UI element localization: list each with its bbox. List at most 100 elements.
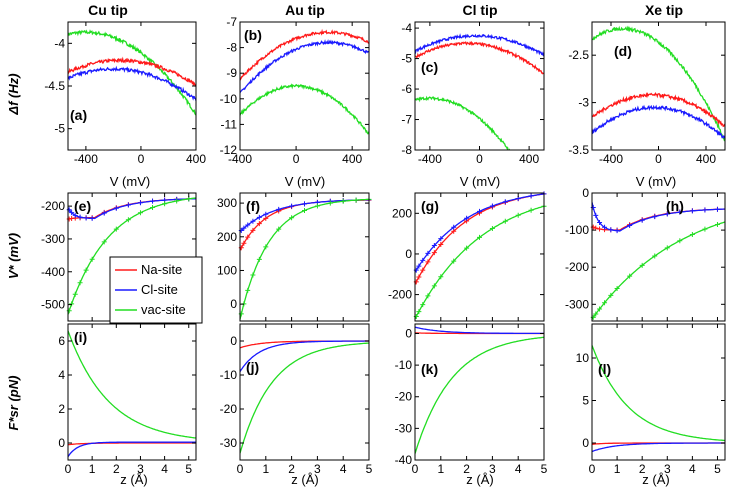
xlabel-d: V (mV)	[636, 174, 676, 189]
marker-g-Cl-site-2	[420, 257, 426, 263]
marker-f-Cl-site-1	[241, 225, 247, 231]
marker-g-Na-site-4	[431, 250, 437, 256]
marker-g-Na-site-3	[425, 259, 431, 265]
marker-e-vac-site-7	[113, 226, 119, 232]
xticklabel-j-0: 0	[237, 462, 244, 476]
marker-h-Cl-site-1	[593, 212, 599, 218]
legend-label-na: Na-site	[141, 262, 182, 277]
panel-j: 0 1 2 3 4 5 0 -10 -20 -30 (j)	[220, 323, 373, 476]
series-k-Cl-site	[415, 326, 544, 335]
panel-l: 0 1 2 3 4 5 10 5 0 (l)	[576, 323, 726, 476]
yticklabel-d-2: -3.5	[568, 143, 589, 157]
yticklabel-d-1: -3	[578, 96, 589, 110]
marker-h-vac-site-6	[627, 273, 633, 279]
marker-g-Na-site-2	[420, 267, 426, 273]
series-b-Na-site	[240, 28, 369, 81]
series-j-Cl-site	[240, 340, 369, 372]
yticklabel-e-0: -200	[41, 199, 65, 213]
marker-h-vac-site-2	[597, 306, 603, 312]
yticklabel-h-3: -300	[565, 297, 589, 311]
yticklabel-j-2: -20	[220, 402, 238, 416]
xticklabel-l-3: 3	[664, 462, 671, 476]
ylabel-v-star: V* (mV)	[6, 233, 21, 279]
yticklabel-h-2: -200	[565, 260, 589, 274]
marker-h-Cl-site-7	[639, 217, 645, 223]
marker-g-vac-site-5	[438, 274, 444, 280]
marker-h-Cl-site-4	[608, 227, 614, 233]
frame-d	[591, 21, 726, 151]
col-title-cl: Cl tip	[463, 2, 498, 18]
marker-g-Cl-site-3	[425, 250, 431, 256]
yticklabel-c-0: -4	[401, 21, 412, 35]
marker-h-vac-site-13	[714, 221, 720, 227]
marker-h-vac-site-12	[702, 226, 708, 232]
marker-e-vac-site-13	[186, 196, 192, 202]
marker-f-vac-site-12	[353, 197, 359, 203]
xticklabel-l-0: 0	[589, 462, 596, 476]
marker-g-Cl-site-8	[477, 208, 482, 214]
panel-d: -400 0 400 -2.5 -3 -3.5 (d)	[568, 21, 726, 166]
marker-h-vac-site-9	[664, 245, 670, 251]
yticklabel-l-2: 0	[582, 436, 589, 450]
yticklabel-f-2: 100	[217, 263, 237, 277]
xticklabel-b-2: 400	[342, 152, 362, 166]
marker-g-Na-site-5	[438, 242, 444, 248]
xticklabel-l-1: 1	[614, 462, 621, 476]
marker-f-vac-site-2	[245, 287, 251, 293]
yticklabel-d-0: -2.5	[568, 48, 589, 62]
marker-h-vac-site-1	[593, 311, 599, 317]
xlabel-c: V (mV)	[460, 174, 500, 189]
frame-i	[67, 323, 197, 461]
yticklabel-b-3: -10	[220, 92, 238, 106]
xticklabel-c-1: 0	[476, 152, 483, 166]
yticklabel-k-2: -20	[395, 390, 413, 404]
xticklabel-i-0: 0	[65, 462, 72, 476]
xticklabel-j-1: 1	[262, 462, 269, 476]
xlabel-a: V (mV)	[110, 174, 150, 189]
marker-f-Cl-site-5	[263, 211, 269, 217]
yticklabel-g-1: 0	[405, 247, 412, 261]
marker-e-Cl-site-4	[83, 215, 89, 221]
yticklabel-k-0: 0	[405, 326, 412, 340]
marker-g-Cl-site-6	[451, 224, 457, 230]
yticklabel-k-1: -10	[395, 358, 413, 372]
series-g-vac-site	[415, 205, 544, 320]
xticklabel-c-2: 400	[519, 152, 539, 166]
yticklabel-f-3: 0	[230, 297, 237, 311]
marker-g-vac-site-4	[431, 283, 437, 289]
marker-g-Cl-site-10	[502, 199, 508, 205]
xlabel-l: z (Å)	[642, 472, 669, 487]
xticklabel-j-2: 2	[288, 462, 295, 476]
marker-g-vac-site-2	[420, 302, 426, 308]
marker-g-vac-site-8	[477, 234, 482, 240]
panel-label-g: (g)	[421, 198, 439, 214]
yticklabel-b-1: -8	[226, 41, 237, 55]
yticklabel-k-3: -30	[395, 421, 413, 435]
series-l-vac-site	[592, 345, 725, 442]
marker-h-vac-site-3	[602, 300, 608, 306]
yticklabel-b-2: -9	[226, 66, 237, 80]
xticklabel-k-0: 0	[412, 462, 419, 476]
xticklabel-k-2: 2	[463, 462, 470, 476]
yticklabel-j-0: 0	[230, 334, 237, 348]
yticklabel-a-0: -4	[54, 36, 65, 50]
yticklabel-e-2: -400	[41, 265, 65, 279]
marker-h-vac-site-8	[652, 253, 658, 259]
frame-c	[414, 21, 545, 151]
series-d-Cl-site	[592, 104, 725, 139]
yticklabel-g-0: 200	[392, 206, 412, 220]
marker-e-Cl-site-8	[125, 202, 131, 208]
series-k-vac-site	[415, 336, 544, 454]
marker-g-vac-site-3	[425, 293, 431, 299]
frame-j	[239, 323, 370, 461]
xticklabel-k-1: 1	[437, 462, 444, 476]
marker-f-Cl-site-2	[245, 222, 251, 228]
marker-h-Na-site-2	[597, 226, 603, 232]
panel-label-k: (k)	[421, 361, 438, 377]
yticklabel-b-4: -11	[221, 117, 238, 131]
marker-g-vac-site-7	[464, 245, 470, 251]
marker-g-Cl-site-4	[431, 243, 437, 249]
xticklabel-i-1: 1	[89, 462, 96, 476]
yticklabel-e-1: -300	[41, 232, 65, 246]
